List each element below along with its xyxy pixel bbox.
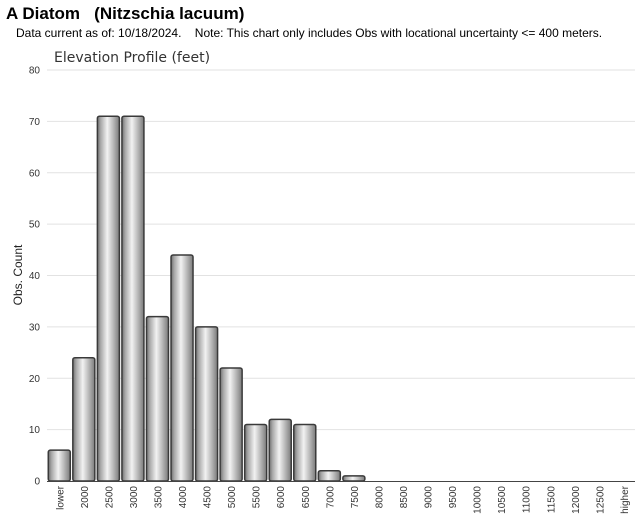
x-tick-label: 10000	[473, 486, 484, 514]
x-tick-label: 12000	[571, 486, 582, 514]
x-tick-label: 4500	[203, 486, 214, 509]
y-tick-label: 60	[29, 168, 41, 179]
y-tick-label: 10	[29, 425, 41, 436]
grid-lines	[47, 69, 635, 431]
bar-7500	[342, 475, 366, 482]
bar-2000	[72, 356, 96, 482]
x-tick-label: 9000	[424, 486, 435, 509]
page-subtitle: Data current as of: 10/18/2024. Note: Th…	[16, 26, 603, 40]
bar-3500	[145, 315, 170, 482]
x-tick-label: 11000	[522, 486, 533, 514]
x-tick-label: lower	[55, 485, 66, 510]
bars	[47, 115, 366, 482]
bar-4000	[170, 254, 194, 482]
x-tick-label: 6500	[301, 486, 312, 509]
x-tick-label: 4000	[178, 486, 189, 509]
y-axis-label: Obs. Count	[11, 244, 25, 305]
y-tick-label: 50	[29, 220, 41, 231]
bar-4500	[194, 326, 219, 482]
page-title: A Diatom (Nitzschia lacuum)	[6, 4, 245, 23]
chart-title: Elevation Profile (feet)	[54, 50, 211, 66]
y-tick-label: 80	[29, 66, 41, 77]
x-tick-label: 11500	[546, 486, 557, 514]
bar-5500	[243, 423, 268, 482]
y-tick-label: 70	[29, 117, 41, 128]
bar-3000	[121, 115, 145, 482]
bar-5000	[219, 367, 243, 482]
x-tick-label: 3000	[129, 486, 140, 509]
x-tick-label: higher	[620, 485, 631, 513]
bar-lower	[47, 449, 72, 482]
x-tick-label: 12500	[595, 486, 606, 514]
y-tick-label: 40	[29, 271, 41, 282]
x-tick-label: 10500	[497, 486, 508, 514]
x-tick-label: 2000	[80, 486, 91, 509]
y-tick-label: 0	[34, 477, 40, 488]
bar-6000	[268, 418, 292, 482]
y-tick-label: 30	[29, 322, 41, 333]
x-tick-labels: lower 2000 2500 3000 3500 4000 4500 5000 5500 600…	[55, 485, 631, 513]
x-tick-label: 7000	[325, 486, 336, 509]
x-tick-label: 5500	[252, 486, 263, 509]
y-tick-labels: 0 10 20 30 40 50 60 70 80	[29, 66, 41, 488]
x-tick-label: 5000	[227, 486, 238, 509]
y-tick-label: 20	[29, 374, 41, 385]
bar-6500	[293, 423, 317, 482]
bar-2500	[96, 115, 121, 482]
x-tick-label: 8500	[399, 486, 410, 509]
x-tick-label: 7500	[350, 486, 361, 509]
x-tick-label: 8000	[374, 486, 385, 509]
x-tick-label: 3500	[153, 486, 164, 509]
bar-7000	[317, 469, 342, 482]
x-tick-label: 6000	[276, 486, 287, 509]
x-tick-label: 2500	[104, 486, 115, 509]
x-tick-label: 9500	[448, 486, 459, 509]
